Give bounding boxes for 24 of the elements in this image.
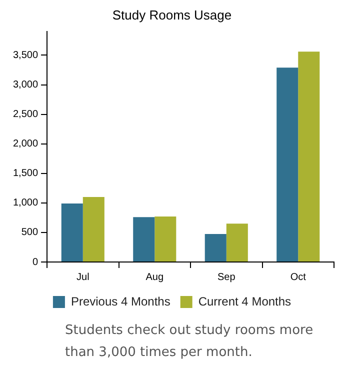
bar: [61, 204, 83, 262]
bar: [154, 216, 176, 262]
bar: [133, 217, 155, 262]
x-tick-label: Aug: [146, 272, 164, 283]
bar: [204, 234, 226, 262]
bar: [276, 68, 298, 262]
chart-title: Study Rooms Usage: [112, 7, 232, 22]
y-tick-label: 2,500: [12, 109, 38, 120]
bar: [298, 52, 320, 262]
y-tick-label: 3,500: [12, 50, 38, 61]
legend-label: Current 4 Months: [198, 294, 292, 308]
x-tick-label: Sep: [217, 272, 236, 283]
x-tick-label: Oct: [290, 272, 306, 283]
x-tick-label: Jul: [76, 272, 90, 283]
legend-label: Previous 4 Months: [70, 294, 170, 308]
y-tick-label: 1,500: [12, 168, 38, 180]
text: Students check out study rooms more than 3,000 times per month.: [65, 322, 314, 362]
y-tick-label: 2,000: [12, 138, 38, 150]
y-tick-label: 3,000: [12, 80, 38, 91]
y-tick-label: 1,000: [12, 198, 38, 209]
bar: [226, 224, 248, 262]
bar: [82, 197, 104, 262]
y-tick-label: 0: [32, 256, 38, 268]
y-tick-label: 500: [21, 227, 38, 238]
